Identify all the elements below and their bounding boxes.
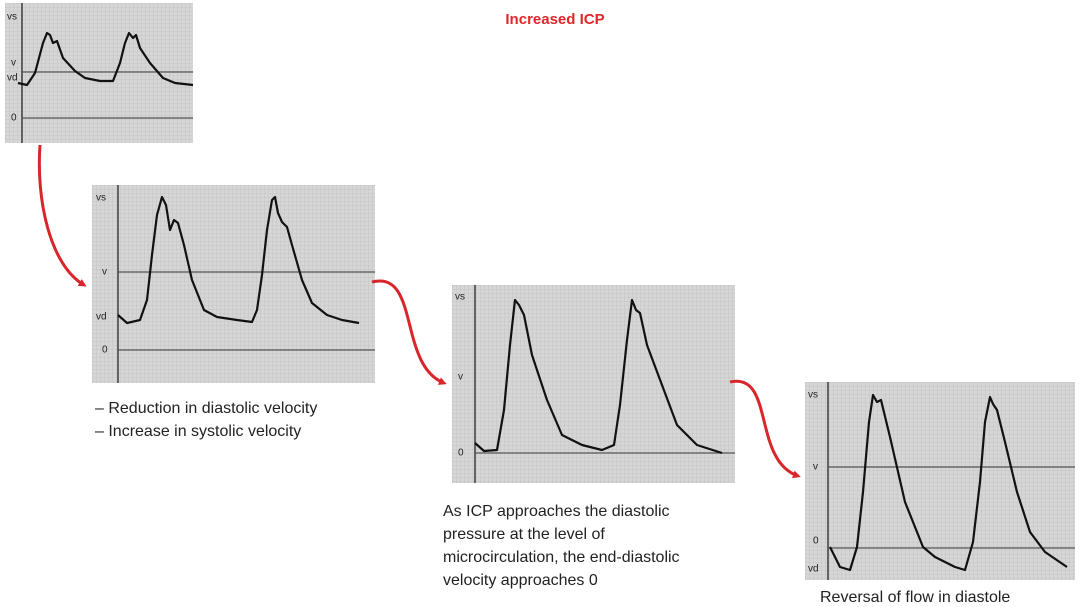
panel: vs v vd 0 <box>5 3 193 143</box>
diagram: Increased ICP vs v vd 0 vs v vd 0 – Redu… <box>0 0 1080 607</box>
caption: As ICP approaches the diastolic <box>443 503 670 520</box>
panel: vs v 0 vd <box>805 382 1075 580</box>
arrow <box>39 145 84 285</box>
axis-label: vs <box>96 193 106 204</box>
axis-label: vs <box>7 12 17 23</box>
arrow <box>730 381 798 476</box>
caption: – Increase in systolic velocity <box>95 423 301 440</box>
axis-label: 0 <box>102 345 108 356</box>
axis-label: vs <box>455 292 465 303</box>
axis-label: v <box>102 267 107 278</box>
axis-label: vs <box>808 390 818 401</box>
axis-label: v <box>458 372 463 383</box>
caption: velocity approaches 0 <box>443 572 598 589</box>
panel: vs v vd 0 <box>92 185 375 383</box>
axis-label: 0 <box>458 448 464 459</box>
axis-label: v <box>813 462 818 473</box>
arrow <box>372 281 444 383</box>
axis-label: 0 <box>813 536 819 547</box>
title: Increased ICP <box>505 11 604 28</box>
caption: pressure at the level of <box>443 526 605 543</box>
axis-label: vd <box>808 564 819 575</box>
caption: – Reduction in diastolic velocity <box>95 400 317 417</box>
axis-label: vd <box>96 312 107 323</box>
caption: microcirculation, the end-diastolic <box>443 549 680 566</box>
axis-label: 0 <box>11 113 17 124</box>
axis-label: vd <box>7 73 18 84</box>
caption: Reversal of flow in diastole <box>820 589 1010 606</box>
panel: vs v 0 <box>452 285 735 483</box>
axis-label: v <box>11 58 16 69</box>
